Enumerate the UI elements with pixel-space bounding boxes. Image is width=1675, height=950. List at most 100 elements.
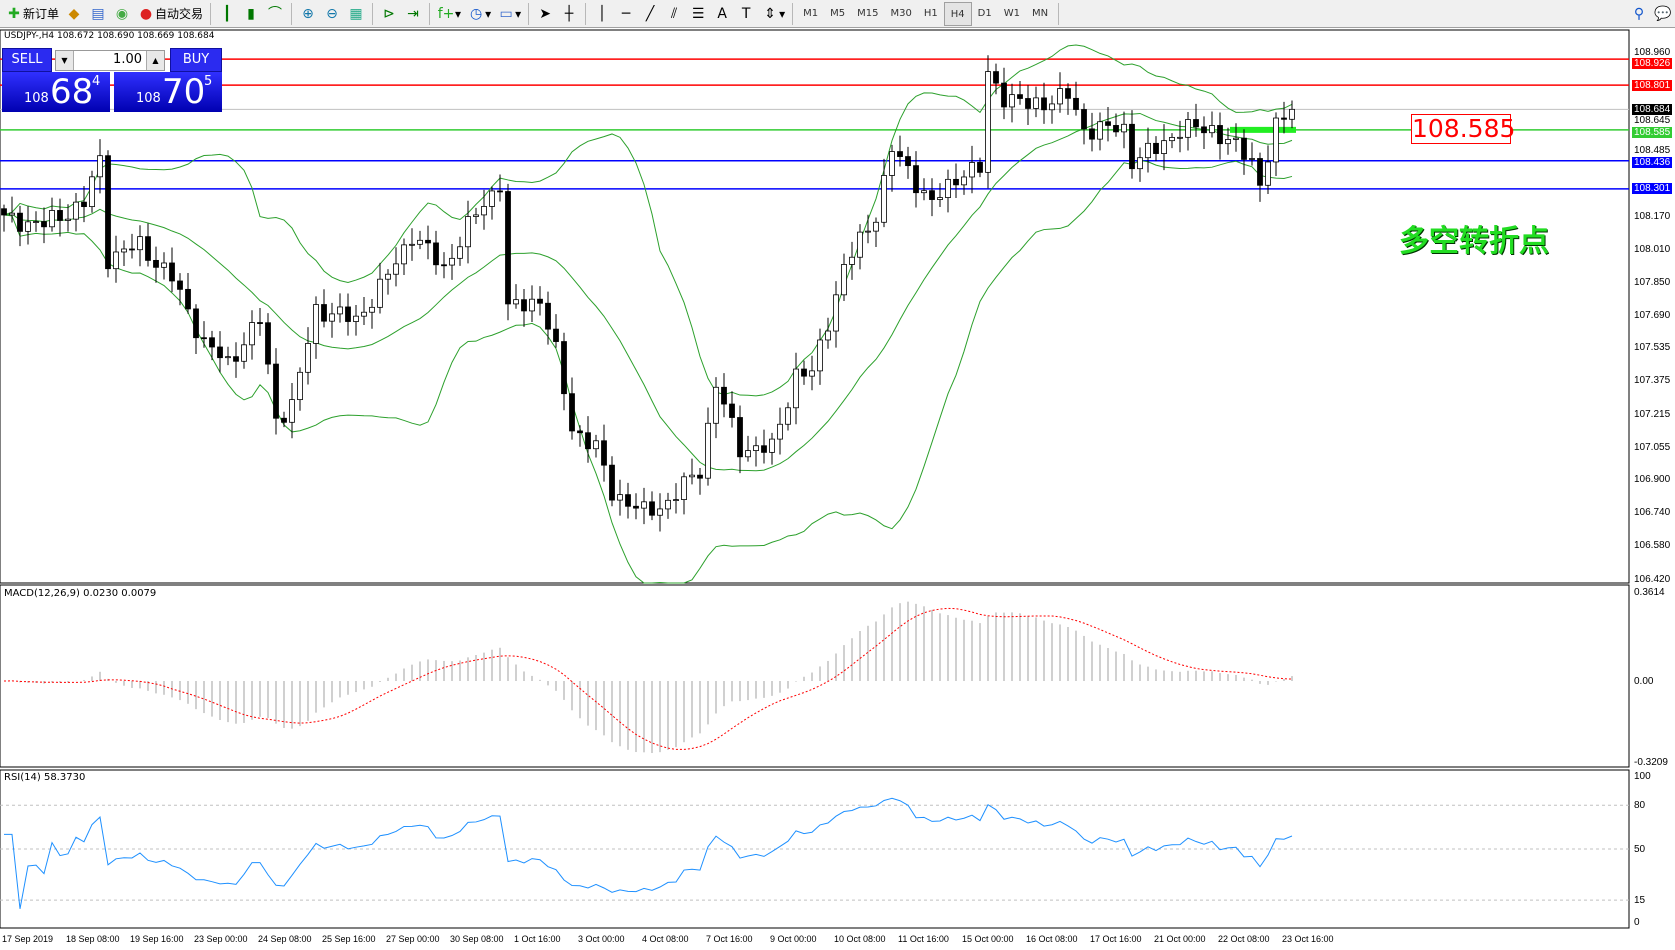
price-annotation-box[interactable]: 108.585 [1411,114,1516,144]
trendline-button[interactable]: ╱ [638,2,662,26]
price-tick: 106.420 [1634,573,1671,585]
sell-button[interactable]: SELL [2,48,52,72]
timeframe-mn[interactable]: MN [1031,7,1049,19]
timeframe-m30[interactable]: M30 [890,7,912,19]
text-label-icon: T [741,5,751,22]
bear-candle [505,191,511,305]
bull-candle [337,306,343,315]
bear-candle [649,501,655,516]
fibonacci-button[interactable]: ☰ [686,2,710,26]
timeframe-m1[interactable]: M1 [803,7,819,19]
buy-button[interactable]: BUY [170,48,222,72]
text-label-button[interactable]: T [734,2,758,26]
bull-candle [1265,161,1271,186]
bear-candle [521,299,527,312]
increase-lot-button[interactable]: ▲ [146,51,164,70]
bear-candle [1089,128,1095,140]
candle-chart-button[interactable]: ▮ [239,2,263,26]
separator [585,2,587,25]
line-chart-button[interactable]: ⌒ [263,2,287,26]
bear-candle [721,386,727,405]
price-tick: 108.170 [1634,210,1671,222]
bid-price[interactable]: 108 68 4 [2,72,110,112]
bear-candle [209,337,215,348]
chart-shift-button[interactable]: ⇥ [401,2,425,26]
bear-candle [1017,94,1023,99]
timeframe-d1[interactable]: D1 [977,7,992,19]
toolbar: ✚ 新订单 ◆ ▤ ◉ ● 自动交易 ┃ ▮ ⌒ ⊕ ⊖ ▦ ⊳ ⇥ f+ ▾ ◷ ▾ … [0,0,1675,28]
rsi-tick: 50 [1634,843,1646,855]
ask-price[interactable]: 108 70 5 [114,72,222,112]
decrease-lot-button[interactable]: ▼ [56,51,74,70]
bull-candle [793,368,799,409]
bull-candle [1161,140,1167,154]
timeframe-m15[interactable]: M15 [857,7,879,19]
new-order-icon: ✚ [8,5,20,22]
bull-candle [1289,108,1295,120]
bull-candle [457,246,463,259]
bar-chart-icon: ┃ [222,5,232,22]
separator [792,2,794,25]
bull-candle [465,216,471,248]
bar-chart-button[interactable]: ┃ [215,2,239,26]
lot-size-stepper[interactable]: ▼ 1.00 ▲ [55,50,165,71]
bull-candle [33,221,39,223]
bear-candle [169,262,175,282]
channel-button[interactable]: ⫽ [662,2,686,26]
price-tick: 107.690 [1634,310,1671,322]
bear-candle [601,440,607,466]
bull-candle [9,212,15,216]
bull-candle [409,243,415,246]
auto-trading-button[interactable]: ● 自动交易 [134,2,206,26]
tile-windows-button[interactable]: ▦ [344,2,368,26]
templates-button[interactable]: ▭ ▾ [494,2,524,26]
horizontal-line-button[interactable]: ─ [614,2,638,26]
grid-icon: ▦ [349,5,363,22]
bull-candle [673,499,679,501]
autoscroll-button[interactable]: ⊳ [377,2,401,26]
search-button[interactable]: ⚲ [1627,2,1651,26]
turning-point-annotation[interactable]: 多空转折点 [1399,224,1549,259]
text-button[interactable]: A [710,2,734,26]
bull-candle [1169,137,1175,142]
signals-button[interactable]: ◉ [110,2,134,26]
metaeditor-button[interactable]: ◆ [62,2,86,26]
zoom-out-button[interactable]: ⊖ [320,2,344,26]
timeframe-h4[interactable]: H4 [943,1,972,26]
chart-area[interactable] [0,28,1675,950]
chat-button[interactable]: 💬 [1651,2,1675,26]
bull-candle [297,371,303,401]
rsi-tick: 15 [1634,894,1646,906]
periods-button[interactable]: ◷ ▾ [464,2,494,26]
vertical-line-button[interactable]: │ [590,2,614,26]
bear-candle [1073,97,1079,110]
chart-header: USDJPY-,H4 108.672 108.690 108.669 108.6… [4,31,215,41]
bull-candle [641,501,647,509]
indicators-button[interactable]: f+ ▾ [437,5,462,22]
macd-tick: 0.00 [1634,675,1654,687]
bull-candle [713,386,719,424]
bear-candle [201,337,207,340]
timeframe-h1[interactable]: H1 [923,7,938,19]
navigator-button[interactable]: ▤ [86,2,110,26]
time-tick: 21 Oct 00:00 [1154,934,1206,944]
horizontal-line-icon: ─ [621,5,631,22]
bear-candle [697,474,703,479]
new-order-button[interactable]: ✚ 新订单 [2,2,62,26]
book-icon: ◆ [68,5,80,22]
price-tick: 107.850 [1634,276,1671,288]
cursor-button[interactable]: ➤ [533,2,557,26]
bull-candle [1225,139,1231,145]
price-tick: 107.375 [1634,375,1671,387]
timeframe-m5[interactable]: M5 [830,7,846,19]
bear-candle [145,236,151,261]
bear-candle [177,280,183,290]
arrows-button[interactable]: ⇕ ▾ [758,2,788,26]
crosshair-button[interactable]: ┼ [557,2,581,26]
bull-candle [969,162,975,178]
zoom-in-button[interactable]: ⊕ [296,2,320,26]
timeframe-w1[interactable]: W1 [1003,7,1020,19]
bear-candle [905,156,911,167]
bull-candle [873,221,879,232]
lot-size-input[interactable]: 1.00 [113,52,142,67]
